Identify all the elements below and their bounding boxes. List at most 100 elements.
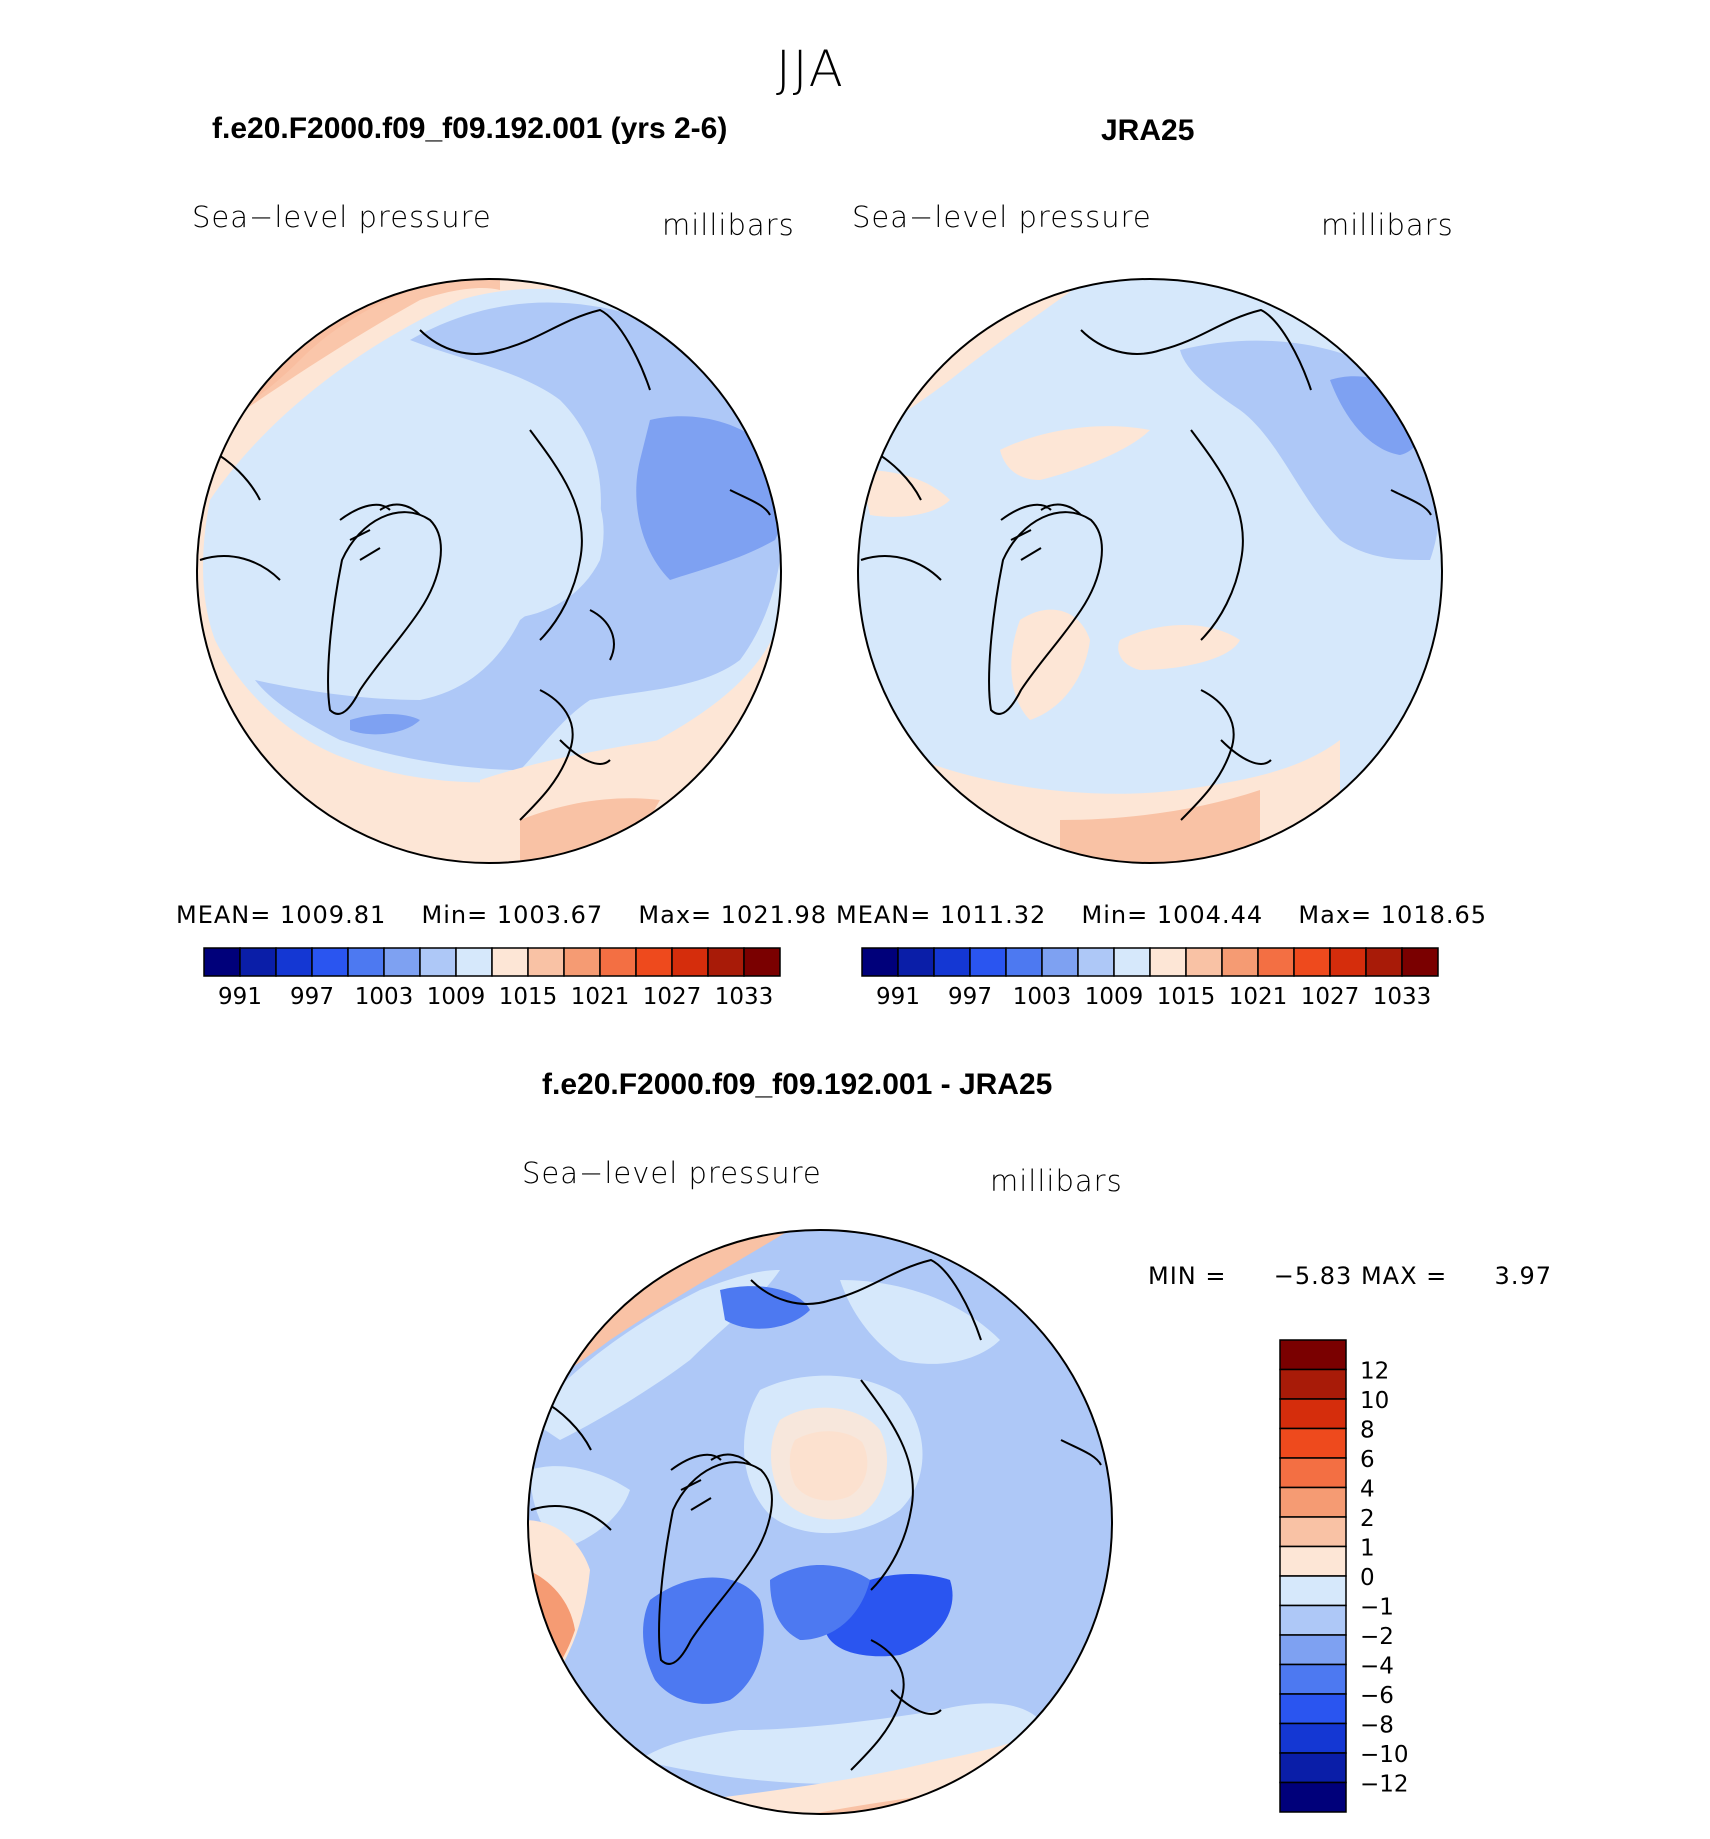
panel-1-colorbar-tick-label: 1003 <box>355 984 414 1010</box>
panel-3-colorbar-box <box>1279 1752 1347 1784</box>
panel-2-min-label: Min= <box>1081 901 1149 929</box>
panel-1-colorbar: 991 997 1003 1009 1015 1021 1027 1033 <box>203 947 781 1010</box>
panel-2-max-label: Max= <box>1298 901 1373 929</box>
panel-2-title: JRA25 <box>1101 114 1195 147</box>
panel-3-colorbar-tick-label: 12 <box>1360 1359 1389 1385</box>
panel-1-colorbar-box <box>671 947 709 977</box>
panel-1-colorbar-box <box>239 947 277 977</box>
panel-2-colorbar-tick-label: 1009 <box>1085 984 1144 1010</box>
panel-2-colorbar-tick-label: 1033 <box>1373 984 1432 1010</box>
panel-2-colorbar-box <box>1149 947 1187 977</box>
panel-3-colorbar-tick-label: −12 <box>1360 1772 1409 1798</box>
panel-1-colorbar-box <box>419 947 457 977</box>
panel-2-mean-value: 1011.32 <box>940 901 1047 929</box>
panel-3-colorbar-box <box>1279 1722 1347 1754</box>
panel-1-colorbar-tick-label: 991 <box>218 984 262 1010</box>
panel-2-colorbar-box <box>1005 947 1043 977</box>
panel-2-colorbar-box <box>1401 947 1439 977</box>
panel-3-pole-core-outer <box>771 1407 888 1520</box>
panel-2-arctic-warm <box>1000 426 1150 480</box>
panel-3-colorbar-tick-label: 10 <box>1360 1388 1389 1414</box>
panel-3-coastlines <box>530 1258 1102 1771</box>
panel-2-stats: MEAN= 1011.32 Min= 1004.44 Max= 1018.65 <box>836 901 1487 929</box>
panel-1-max-value: 1021.98 <box>720 901 828 929</box>
panel-3-colorbar-box <box>1279 1516 1347 1548</box>
panel-3-colorbar-tick-label: 8 <box>1360 1418 1375 1444</box>
panel-2-colorbar-tick-label: 1021 <box>1229 984 1288 1010</box>
panel-2-greenland-warm <box>1011 609 1090 720</box>
panel-3-map-border <box>527 1229 1113 1815</box>
panel-2-colorbar: 991 997 1003 1009 1015 1021 1027 1033 <box>861 947 1439 1010</box>
panel-1-colorbar-tick-label: 1009 <box>427 984 486 1010</box>
panel-3-colorbar-box <box>1279 1634 1347 1666</box>
panel-2-map-border <box>857 278 1443 864</box>
panel-3-colorbar-tick-label: 6 <box>1360 1447 1375 1473</box>
panel-3-colorbar-tick-label: −8 <box>1360 1713 1394 1739</box>
panel-3-greenland-deep <box>643 1577 764 1704</box>
panel-2-mean-label: MEAN= <box>836 901 932 929</box>
panel-1-stats: MEAN= 1009.81 Min= 1003.67 Max= 1021.98 <box>176 901 827 929</box>
panel-1-colorbar-tick-label: 1015 <box>499 984 558 1010</box>
panel-3-colorbar-box <box>1279 1604 1347 1636</box>
panel-1-colorbar-box <box>347 947 385 977</box>
panel-2-units: millibars <box>1321 208 1454 242</box>
panel-2-colorbar-box <box>1257 947 1295 977</box>
panel-1-title: f.e20.F2000.f09_f09.192.001 (yrs 2-6) <box>212 112 728 145</box>
panel-1-mean-label: MEAN= <box>176 901 272 929</box>
panel-3-colorbar-box <box>1279 1781 1347 1813</box>
panel-3-colorbar-box <box>1279 1486 1347 1518</box>
panel-2-colorbar-box <box>897 947 935 977</box>
panel-3-max-label: MAX = <box>1360 1262 1448 1290</box>
panel-3-colorbar-box <box>1279 1575 1347 1607</box>
panel-3-units: millibars <box>990 1164 1123 1198</box>
panel-1-contour-1009 <box>255 302 781 770</box>
panel-2-canada-warm <box>860 470 950 517</box>
panel-1-contour-1006b <box>350 714 420 735</box>
panel-2-colorbar-box <box>1185 947 1223 977</box>
panel-1-colorbar-tick-label: 1033 <box>715 984 774 1010</box>
panel-2-europe-warm-2 <box>1060 790 1260 863</box>
panel-3-colorbar-tick-label: −6 <box>1360 1683 1394 1709</box>
panel-2-colorbar-box <box>1329 947 1367 977</box>
panel-1-colorbar-box <box>599 947 637 977</box>
panel-2-variable: Sea−level pressure <box>852 200 1152 234</box>
panel-1-contour-1006 <box>636 416 781 580</box>
panel-1-map-border <box>196 278 782 864</box>
panel-3-colorbar-box <box>1279 1368 1347 1400</box>
panel-3-variable: Sea−level pressure <box>522 1156 822 1190</box>
panel-3-siberia-light <box>840 1280 1000 1364</box>
panel-2-max-value: 1018.65 <box>1380 901 1488 929</box>
panel-3-colorbar-box <box>1279 1663 1347 1695</box>
panel-3-colorbar-tick-label: 1 <box>1360 1536 1375 1562</box>
panel-2-colorbar-box <box>969 947 1007 977</box>
panel-2-colorbar-tick-label: 1003 <box>1013 984 1072 1010</box>
panel-3-colorbar-tick-label: 4 <box>1360 1477 1375 1503</box>
panel-3-title: f.e20.F2000.f09_f09.192.001 - JRA25 <box>542 1068 1053 1101</box>
panel-2-colorbar-tick-label: 997 <box>948 984 992 1010</box>
panel-3-colorbar-tick-label: 2 <box>1360 1506 1375 1532</box>
panel-1-units: millibars <box>662 208 795 242</box>
panel-3-stats: MIN = −5.83 MAX = 3.97 <box>1148 1262 1552 1290</box>
panel-3-min-value: −5.83 <box>1273 1262 1353 1290</box>
panel-3-min-label: MIN = <box>1148 1262 1227 1290</box>
panel-3-colorbar-box <box>1279 1545 1347 1577</box>
panel-3-colorbar-tick-label: −1 <box>1360 1595 1394 1621</box>
panel-3-colorbar-tick-label: −10 <box>1360 1742 1409 1768</box>
panel-2-colorbar-box <box>1113 947 1151 977</box>
panel-1-max-label: Max= <box>638 901 713 929</box>
panel-3-colorbar-box <box>1279 1693 1347 1725</box>
panel-2-colorbar-box <box>1293 947 1331 977</box>
panel-1-colorbar-box <box>707 947 745 977</box>
panel-1-colorbar-tick-label: 1027 <box>643 984 702 1010</box>
panel-3-colorbar-tick-label: −2 <box>1360 1624 1394 1650</box>
panel-1-colorbar-tick-label: 1021 <box>571 984 630 1010</box>
panel-2-colorbar-tick-label: 991 <box>876 984 920 1010</box>
panel-3-colorbar-box <box>1279 1398 1347 1430</box>
panel-2-coastlines <box>860 308 1432 821</box>
panel-2-siberia-warm <box>1118 625 1240 670</box>
panel-1-colorbar-tick-label: 997 <box>290 984 334 1010</box>
panel-1-variable: Sea−level pressure <box>192 200 492 234</box>
